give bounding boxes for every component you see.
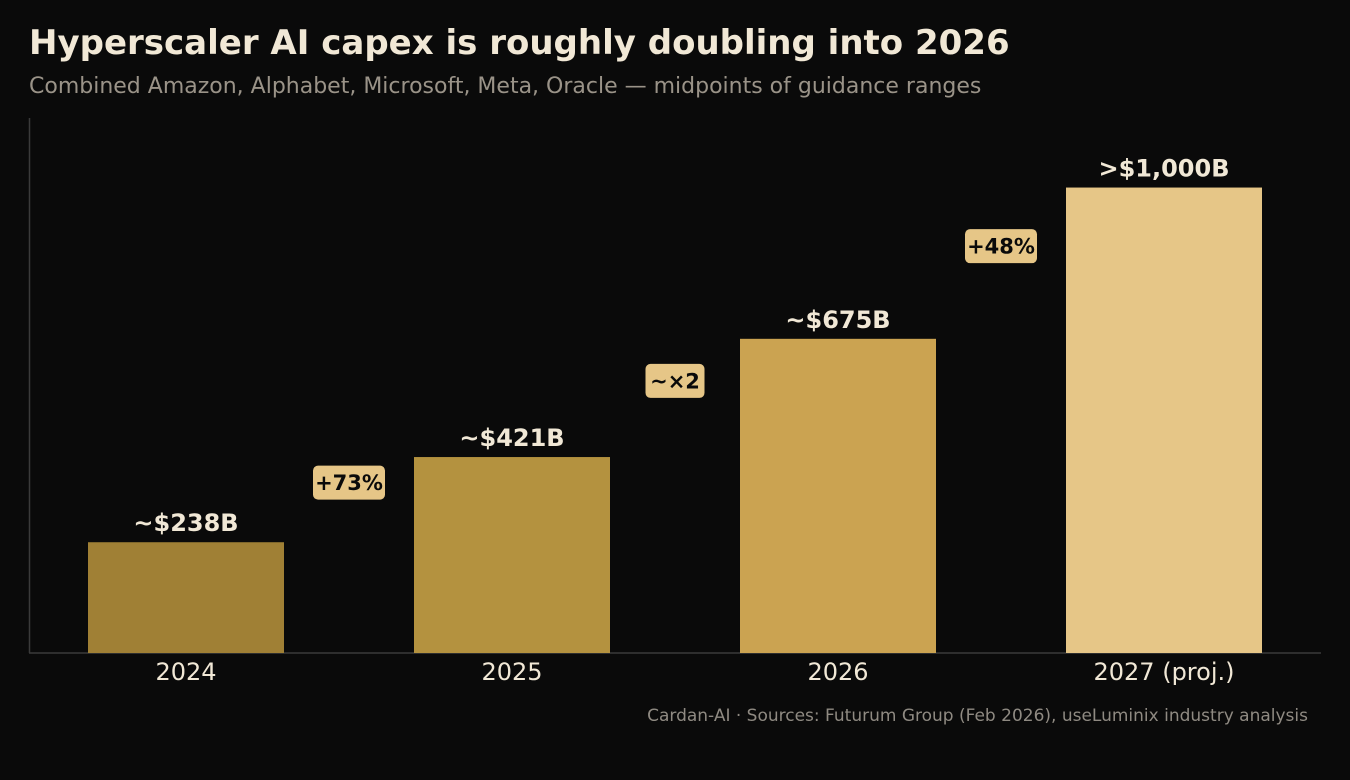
bar-value-label-2: ~$675B xyxy=(785,306,890,334)
bars-group: ~$238B 2024 ~$421B 2025 ~$675B 2026 >$1,000B 20… xyxy=(88,155,1262,686)
x-tick-label-3: 2027 (proj.) xyxy=(1094,658,1235,686)
chart-subtitle: Combined Amazon, Alphabet, Microsoft, Me… xyxy=(29,74,982,99)
bar-3 xyxy=(1066,187,1262,653)
growth-badge-label: +73% xyxy=(315,471,383,495)
bar-0 xyxy=(88,542,284,653)
growth-badge-0: +73% xyxy=(313,465,385,500)
growth-badges-group: +73% ~×2 +48% xyxy=(313,229,1037,500)
growth-badge-bg xyxy=(645,363,705,398)
growth-badge-1: ~×2 xyxy=(645,363,705,398)
bar-value-label-1: ~$421B xyxy=(459,424,564,452)
growth-badge-label: ~×2 xyxy=(650,369,700,393)
growth-badge-label: +48% xyxy=(967,235,1035,259)
x-tick-label-1: 2025 xyxy=(481,658,542,686)
bar-value-label-0: ~$238B xyxy=(133,509,238,537)
growth-badge-bg xyxy=(313,465,385,500)
growth-badge-2: +48% xyxy=(965,229,1037,264)
bar-1 xyxy=(414,457,610,653)
growth-badge-bg xyxy=(965,229,1037,264)
x-tick-label-2: 2026 xyxy=(807,658,868,686)
chart-title: Hyperscaler AI capex is roughly doubling… xyxy=(29,23,1010,63)
bar-value-label-3: >$1,000B xyxy=(1098,155,1229,183)
bar-2 xyxy=(740,338,936,653)
x-tick-label-0: 2024 xyxy=(155,658,216,686)
source-footnote: Cardan-AI · Sources: Futurum Group (Feb … xyxy=(647,706,1308,726)
